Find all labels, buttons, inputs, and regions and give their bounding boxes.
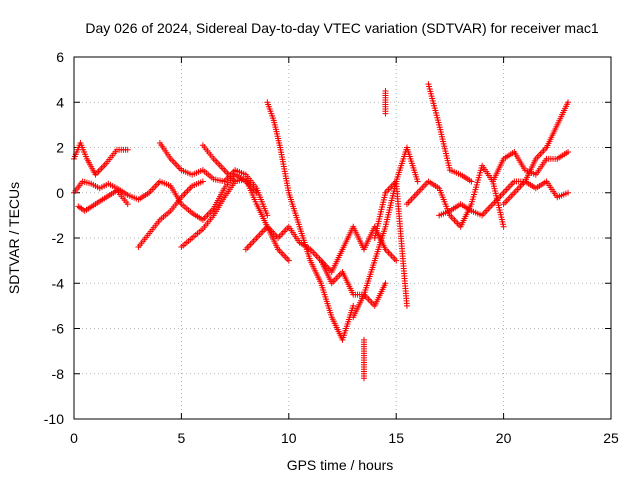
series-arc-2 [71,171,260,223]
plot-frame [73,56,612,420]
series-arc-10 [318,257,389,309]
data-point [264,212,271,219]
y-tick-label: -4 [52,275,65,291]
series-arc-14 [382,87,389,117]
data-point [565,189,572,196]
data-point [285,257,292,264]
series-arc-1 [71,139,131,178]
data-point [124,201,131,208]
data-point [382,280,389,287]
y-tick-label: -6 [52,321,65,337]
series-arc-4 [135,178,206,251]
data-point [565,149,572,156]
data-point [382,87,389,94]
x-tick-label: 15 [388,430,404,446]
series-arc-12 [371,178,410,309]
x-tick-label: 25 [603,430,619,446]
data-point [403,302,410,309]
y-tick-label: 4 [56,94,64,110]
series-arc-5 [156,139,271,219]
x-tick-label: 0 [70,430,78,446]
data-point [565,99,572,106]
x-tick-label: 5 [178,430,186,446]
x-axis-label: GPS time / hours [287,457,394,473]
y-tick-label: -10 [44,411,64,427]
y-tick-label: -8 [52,366,65,382]
y-tick-label: 0 [56,185,64,201]
series-arc-18 [489,149,572,185]
y-axis-label: SDTVAR / TECUs [6,182,22,294]
data-series [71,81,572,382]
series-arc-3 [75,187,131,214]
series-arc-15 [403,162,507,230]
series-arc-11 [350,144,421,321]
y-tick-label: -2 [52,230,65,246]
x-tick-label: 10 [281,430,297,446]
data-point [393,257,400,264]
data-point [500,223,507,230]
series-arc-7 [199,142,292,264]
series-arc-9 [242,223,400,275]
data-point [360,375,367,382]
series-arc-6 [178,178,239,251]
x-tick-label: 20 [496,430,512,446]
y-tick-label: 6 [56,49,64,65]
data-point [468,178,475,185]
series-arc-13 [360,336,367,382]
chart-title: Day 026 of 2024, Sidereal Day-to-day VTE… [85,20,598,36]
data-point [199,178,206,185]
series-arc-8 [264,99,357,343]
series-arc-16 [425,81,475,185]
data-point [414,178,421,185]
data-point [124,146,131,153]
series-arc-19 [500,99,572,208]
y-tick-label: 2 [56,140,64,156]
data-point [350,302,357,309]
axis-ticks: 0 5 10 15 20 25 -10 -8 -6 -4 -2 0 2 4 6 [44,49,619,446]
grid [74,57,611,419]
series-arc-17 [436,178,572,219]
